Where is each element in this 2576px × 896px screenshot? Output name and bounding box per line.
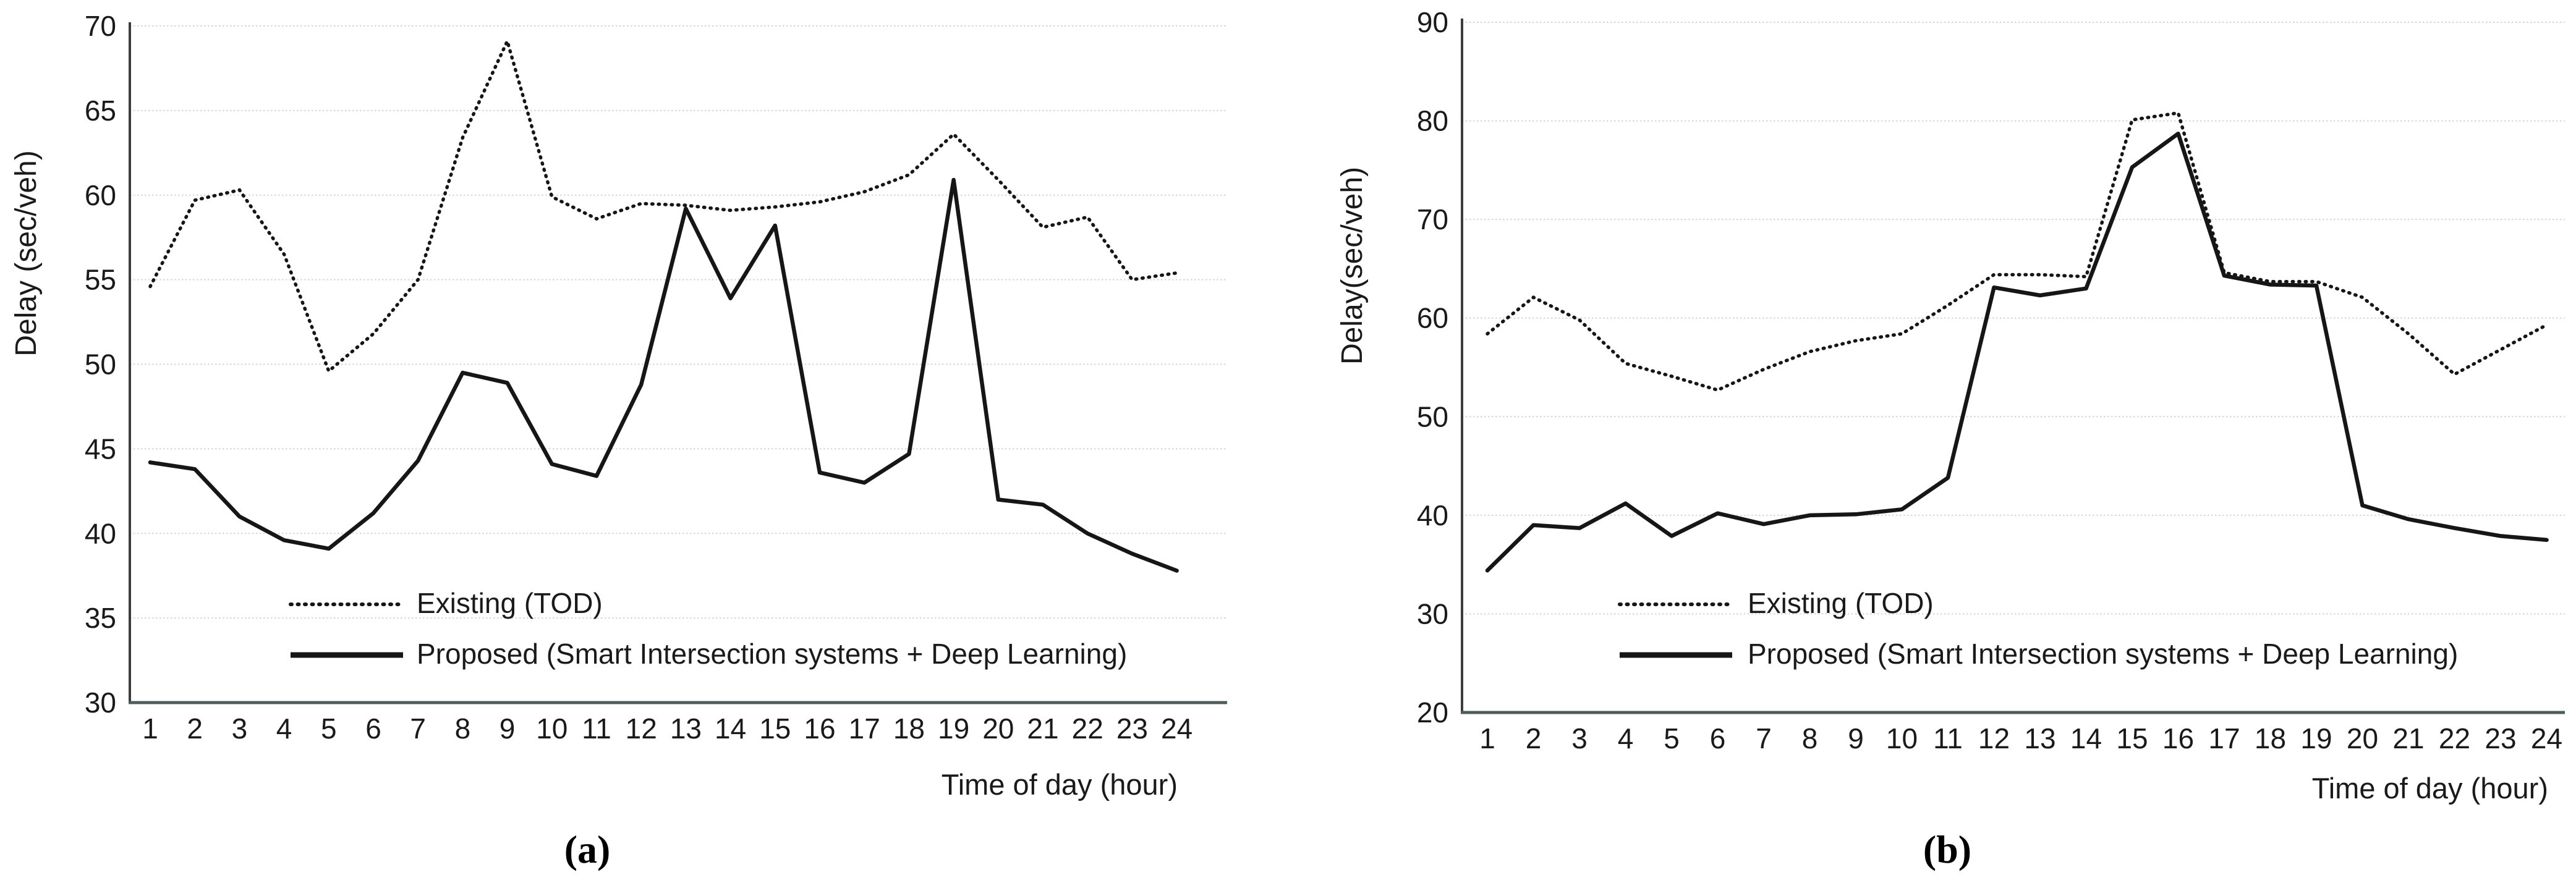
x-tick-label: 11 <box>582 712 611 745</box>
x-tick-label: 22 <box>2439 722 2470 754</box>
x-tick-label: 13 <box>670 712 702 745</box>
x-tick-label: 16 <box>804 712 835 745</box>
x-tick-label: 19 <box>2300 722 2332 754</box>
legend-item-proposed: Proposed (Smart Intersection systems + D… <box>1620 638 2458 670</box>
y-tick-label: 45 <box>85 433 116 465</box>
x-tick-label: 2 <box>187 712 203 745</box>
x-tick-label: 2 <box>1526 722 1542 754</box>
y-tick-label: 40 <box>85 517 116 549</box>
y-tick-label: 55 <box>85 264 116 296</box>
x-tick-label: 7 <box>1756 722 1772 754</box>
series-proposed-line <box>148 177 1179 573</box>
x-tick-label: 18 <box>2255 722 2286 754</box>
x-tick-label: 6 <box>365 712 381 745</box>
y-tick-label: 90 <box>1417 6 1448 38</box>
x-tick-label: 4 <box>276 712 292 745</box>
x-tick-label: 10 <box>536 712 567 745</box>
x-axis-title: Time of day (hour) <box>942 768 1178 801</box>
x-tick-label: 8 <box>455 712 471 745</box>
x-tick-label: 15 <box>2116 722 2148 754</box>
legend-label: Existing (TOD) <box>1748 587 1934 619</box>
x-tick-label: 9 <box>499 712 516 745</box>
x-tick-label: 9 <box>1848 722 1864 754</box>
x-tick-label: 21 <box>1027 712 1058 745</box>
y-tick-label: 40 <box>1417 499 1448 531</box>
x-tick-label: 22 <box>1072 712 1103 745</box>
y-tick-label: 35 <box>85 602 116 634</box>
x-tick-label: 12 <box>1978 722 2010 754</box>
legend-item-proposed: Proposed (Smart Intersection systems + D… <box>291 638 1127 670</box>
series-proposed-line <box>1485 132 2549 573</box>
chart-a-caption: (a) <box>564 827 611 871</box>
x-tick-label: 14 <box>715 712 746 745</box>
x-tick-label: 3 <box>1571 722 1588 754</box>
x-tick-label: 5 <box>1664 722 1680 754</box>
series-existing-line <box>148 36 1179 374</box>
legend-item-existing: Existing (TOD) <box>289 587 603 619</box>
y-tick-label: 50 <box>1417 400 1448 433</box>
x-tick-label: 10 <box>1886 722 1918 754</box>
x-tick-label: 7 <box>410 712 426 745</box>
x-tick-label: 5 <box>321 712 337 745</box>
x-tick-label: 13 <box>2024 722 2055 754</box>
x-tick-label: 12 <box>626 712 657 745</box>
legend-label: Existing (TOD) <box>417 587 603 619</box>
y-tick-label: 70 <box>1417 203 1448 235</box>
y-tick-label: 80 <box>1417 105 1448 137</box>
x-tick-label: 18 <box>893 712 925 745</box>
x-tick-label: 17 <box>2208 722 2240 754</box>
x-tick-label: 19 <box>938 712 969 745</box>
legend-item-existing: Existing (TOD) <box>1618 587 1934 619</box>
x-tick-label: 24 <box>1161 712 1192 745</box>
x-tick-label: 15 <box>759 712 791 745</box>
chart-panel-a: 30 35 40 45 50 55 60 65 70 1 2 3 4 5 6 7 8 9 10 11 12 13 14 15 1… <box>10 10 1227 871</box>
y-tick-label: 30 <box>1417 598 1448 630</box>
x-tick-label: 3 <box>232 712 248 745</box>
x-tick-label: 21 <box>2392 722 2424 754</box>
x-tick-label: 14 <box>2070 722 2102 754</box>
x-tick-label: 20 <box>2347 722 2378 754</box>
x-tick-label: 23 <box>1116 712 1148 745</box>
x-tick-label: 1 <box>142 712 158 745</box>
x-tick-label: 11 <box>1933 722 1963 754</box>
x-tick-label: 23 <box>2485 722 2516 754</box>
x-tick-label: 1 <box>1479 722 1495 754</box>
chart-b-caption: (b) <box>1923 827 1972 871</box>
y-tick-label: 20 <box>1417 696 1448 729</box>
y-tick-label: 65 <box>85 95 116 127</box>
legend-label: Proposed (Smart Intersection systems + D… <box>1748 638 2458 670</box>
x-axis-title: Time of day (hour) <box>2312 772 2548 805</box>
series-existing-line <box>1486 111 2549 392</box>
y-tick-label: 50 <box>85 349 116 381</box>
legend-label: Proposed (Smart Intersection systems + D… <box>417 638 1127 670</box>
x-tick-label: 6 <box>1710 722 1726 754</box>
x-tick-label: 17 <box>849 712 880 745</box>
x-tick-label: 20 <box>982 712 1014 745</box>
y-tick-label: 70 <box>85 10 116 42</box>
y-axis-title: Delay (sec/veh) <box>10 150 43 356</box>
y-tick-label: 60 <box>85 179 116 211</box>
x-tick-label: 8 <box>1802 722 1818 754</box>
x-tick-label: 16 <box>2162 722 2194 754</box>
y-tick-label: 60 <box>1417 302 1448 334</box>
x-tick-label: 24 <box>2531 722 2562 754</box>
y-tick-label: 30 <box>85 687 116 719</box>
x-tick-label: 4 <box>1618 722 1634 754</box>
chart-panel-b: 20 30 40 50 60 70 80 90 1 2 3 4 5 6 7 8 9 10 11 12 13 14 15 16 1… <box>1290 0 2576 896</box>
y-axis-title: Delay(sec/veh) <box>1336 167 1369 365</box>
